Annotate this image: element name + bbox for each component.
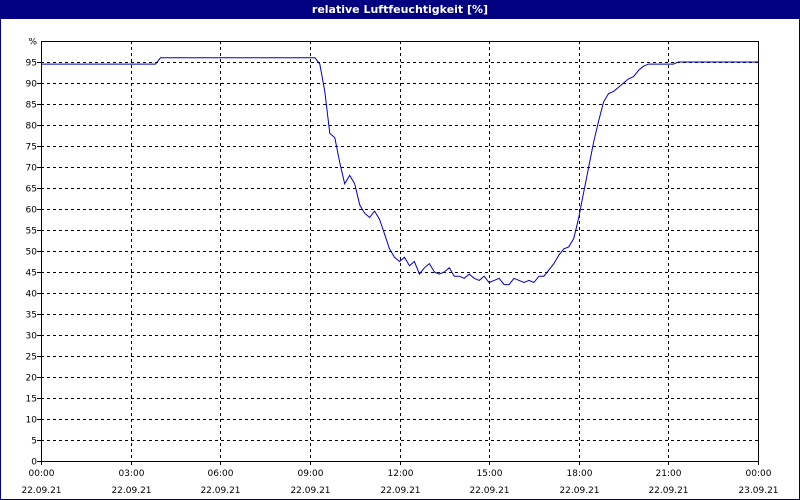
y-tick-label: 85	[26, 101, 37, 111]
tick-labels: 0 5 10 15 20 25 30 35 40 45 50 55 60 65 70 75 80 85 90 95% 0…	[21, 38, 778, 497]
x-tick-time-label: 15:00	[477, 469, 503, 479]
grid-lines	[37, 41, 759, 465]
y-tick-label: 35	[26, 311, 37, 321]
y-tick-label: 15	[26, 395, 37, 405]
x-tick-time-label: 00:00	[29, 469, 55, 479]
x-tick-date-label: 22.09.21	[380, 486, 420, 496]
y-tick-label: 25	[26, 353, 37, 363]
x-tick-time-label: 12:00	[388, 469, 414, 479]
x-tick-date-label: 22.09.21	[648, 486, 688, 496]
y-tick-label: 0	[31, 458, 37, 468]
y-tick-label: 90	[26, 80, 38, 90]
y-tick-label: 65	[26, 185, 37, 195]
y-axis-unit: %	[28, 38, 37, 48]
y-tick-label: 10	[26, 416, 38, 426]
y-tick-label: 50	[26, 248, 38, 258]
x-tick-date-label: 22.09.21	[469, 486, 509, 496]
x-tick-date-label: 22.09.21	[559, 486, 599, 496]
x-tick-time-label: 00:00	[746, 469, 772, 479]
y-tick-label: 40	[26, 290, 38, 300]
x-tick-date-label: 22.09.21	[290, 486, 330, 496]
x-tick-time-label: 18:00	[567, 469, 593, 479]
y-tick-label: 60	[26, 206, 38, 216]
x-tick-time-label: 03:00	[119, 469, 145, 479]
x-tick-time-label: 21:00	[656, 469, 682, 479]
y-tick-label: 5	[31, 437, 37, 447]
x-tick-time-label: 09:00	[298, 469, 324, 479]
window-title: relative Luftfeuchtigkeit [%]	[1, 1, 799, 19]
y-tick-label: 30	[26, 332, 38, 342]
y-tick-label: 80	[26, 122, 38, 132]
x-tick-date-label: 22.09.21	[111, 486, 151, 496]
x-tick-date-label: 23.09.21	[738, 486, 778, 496]
series-line-humidity	[41, 57, 758, 286]
x-tick-time-label: 06:00	[208, 469, 234, 479]
y-tick-label: 45	[26, 269, 37, 279]
plot-frame	[41, 41, 759, 462]
x-tick-date-label: 22.09.21	[21, 486, 61, 496]
y-tick-label: 20	[26, 374, 38, 384]
y-tick-label: 75	[26, 143, 37, 153]
y-tick-label: 55	[26, 227, 37, 237]
y-tick-label: 95	[26, 59, 37, 69]
series-layer	[41, 57, 758, 286]
y-tick-label: 70	[26, 164, 38, 174]
axes	[41, 41, 759, 462]
x-tick-date-label: 22.09.21	[200, 486, 240, 496]
